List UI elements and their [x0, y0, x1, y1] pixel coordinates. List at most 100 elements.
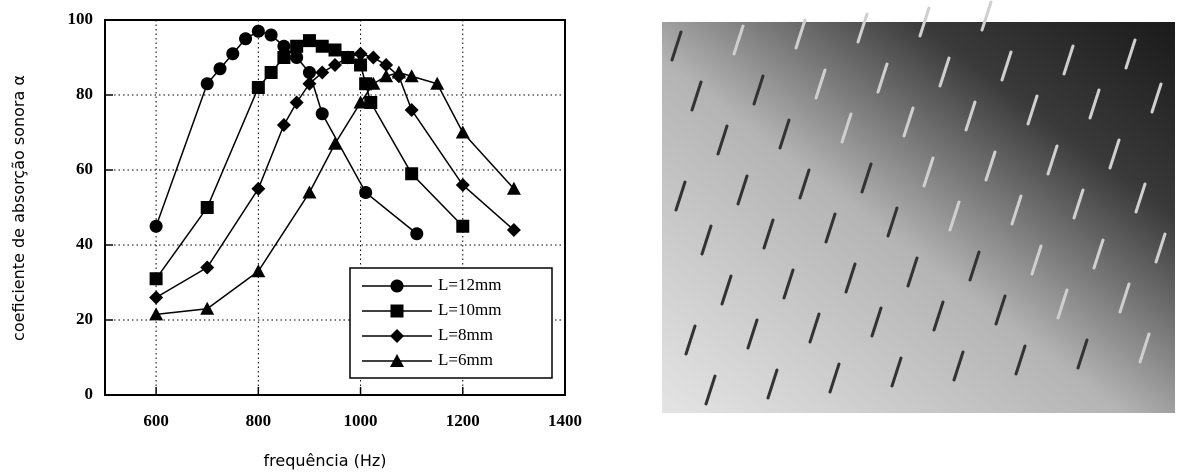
pin	[1026, 94, 1039, 126]
marker	[404, 103, 419, 117]
pin	[1118, 282, 1131, 314]
marker	[315, 65, 330, 80]
pin	[746, 318, 759, 350]
marker	[340, 50, 355, 65]
y-tick-label: 100	[68, 9, 94, 28]
y-tick-label: 20	[76, 309, 93, 328]
marker	[251, 264, 266, 278]
pin	[994, 294, 1007, 326]
marker	[455, 125, 470, 139]
marker	[251, 181, 266, 196]
marker	[302, 76, 317, 91]
pin	[1030, 244, 1043, 276]
pin	[778, 118, 791, 150]
marker	[390, 279, 404, 293]
pin	[674, 180, 687, 212]
marker	[455, 178, 470, 192]
pin	[690, 80, 703, 112]
pin	[828, 362, 841, 394]
pin	[890, 356, 903, 388]
x-tick-label: 1000	[344, 411, 378, 430]
pin	[1014, 344, 1027, 376]
pin	[1088, 88, 1101, 120]
marker	[410, 227, 424, 241]
marker	[390, 354, 404, 367]
pin	[824, 212, 837, 244]
x-tick-label: 1200	[446, 411, 480, 430]
x-axis-label: frequência (Hz)	[263, 451, 386, 470]
marker	[290, 39, 304, 53]
marker	[354, 58, 368, 72]
photo	[662, 22, 1175, 413]
marker	[239, 32, 253, 46]
marker	[364, 96, 378, 109]
pin	[670, 30, 683, 62]
marker	[315, 39, 329, 53]
pin	[1076, 338, 1089, 370]
photo-pins	[670, 0, 1167, 406]
pin	[1150, 82, 1163, 114]
pin	[720, 274, 733, 306]
pin	[716, 124, 729, 156]
marker	[391, 65, 406, 79]
pin	[906, 256, 919, 288]
y-tick-label: 40	[76, 234, 93, 253]
marker	[506, 181, 521, 195]
pin	[918, 6, 931, 38]
marker	[149, 307, 164, 321]
pin	[814, 68, 827, 100]
marker	[149, 290, 164, 305]
marker	[390, 329, 404, 343]
pin	[1138, 332, 1151, 364]
marker	[149, 219, 163, 233]
marker	[264, 66, 278, 79]
marker	[328, 43, 342, 57]
marker	[200, 301, 215, 315]
pin	[980, 0, 993, 32]
pin	[1046, 144, 1059, 176]
pin	[964, 100, 977, 132]
y-tick-label: 60	[76, 159, 93, 178]
legend-label: L=10mm	[438, 300, 501, 319]
marker	[379, 58, 394, 72]
pin	[732, 24, 745, 56]
pin	[766, 368, 779, 400]
marker	[379, 69, 394, 83]
pin	[856, 12, 869, 44]
marker	[213, 62, 227, 76]
pin	[762, 218, 775, 250]
legend-label: L=8mm	[438, 325, 493, 344]
y-tick-label: 0	[85, 384, 94, 403]
pin	[1134, 182, 1147, 214]
marker	[359, 186, 373, 199]
marker	[328, 58, 342, 72]
x-tick-label: 800	[246, 411, 272, 430]
marker	[289, 95, 304, 110]
legend-label: L=6mm	[438, 350, 493, 369]
marker	[200, 77, 214, 91]
marker	[251, 81, 265, 94]
pin	[704, 374, 717, 406]
pin	[1010, 194, 1023, 226]
pin	[782, 268, 795, 300]
pin	[860, 162, 873, 194]
marker	[366, 50, 381, 65]
marker	[251, 24, 265, 38]
marker	[328, 136, 342, 150]
pin	[1072, 188, 1085, 220]
pin	[844, 262, 857, 294]
pin	[1000, 50, 1013, 82]
marker	[315, 107, 329, 121]
pin	[1056, 288, 1069, 320]
series-line	[155, 52, 515, 299]
marker	[456, 219, 470, 233]
pin	[984, 150, 997, 182]
pin	[684, 324, 697, 356]
marker	[277, 39, 291, 53]
marker	[149, 272, 163, 286]
pin	[948, 200, 961, 232]
marker	[290, 51, 304, 64]
pin	[840, 112, 853, 144]
